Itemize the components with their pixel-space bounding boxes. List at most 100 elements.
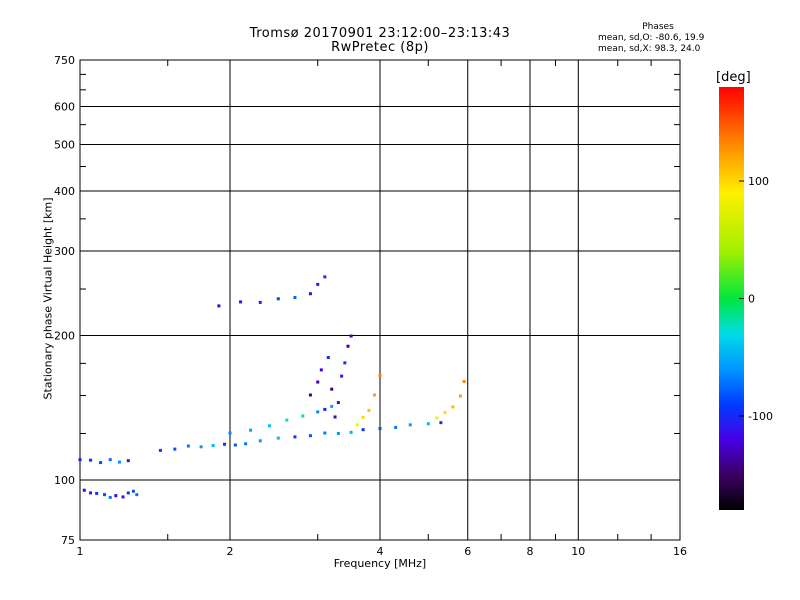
data-point xyxy=(435,416,439,420)
data-point xyxy=(346,344,350,348)
x-axis-label: Frequency [MHz] xyxy=(333,557,427,570)
data-point xyxy=(316,410,320,414)
data-point xyxy=(267,424,271,428)
y-tick-label: 400 xyxy=(54,185,75,198)
data-point xyxy=(239,300,243,304)
phase-stats: Phases mean, sd,O: -80.6, 19.9 mean, sd,… xyxy=(598,22,718,55)
data-point xyxy=(285,418,289,422)
data-point xyxy=(355,423,359,427)
data-point xyxy=(336,432,340,436)
data-point xyxy=(131,489,135,493)
colorbar-tick-label: 100 xyxy=(748,175,769,188)
data-point xyxy=(308,393,312,397)
y-tick-label: 200 xyxy=(54,330,75,343)
chart-title: Tromsø 20170901 23:12:00–23:13:43 xyxy=(249,26,511,41)
data-point xyxy=(258,439,262,443)
data-point xyxy=(333,415,337,419)
data-point xyxy=(323,407,327,411)
data-point xyxy=(114,494,118,498)
data-point xyxy=(323,275,327,279)
data-point xyxy=(340,374,344,378)
data-point xyxy=(308,292,312,296)
data-point xyxy=(103,493,107,497)
x-tick-label: 6 xyxy=(464,545,471,558)
data-point xyxy=(378,427,382,431)
data-point xyxy=(135,493,139,497)
data-point xyxy=(89,458,93,462)
data-point xyxy=(293,435,297,439)
phase-stats-x: mean, sd,X: 98.3, 24.0 xyxy=(598,44,701,54)
y-tick-label: 750 xyxy=(54,54,75,67)
data-point xyxy=(233,443,237,447)
phase-stats-o: mean, sd,O: -80.6, 19.9 xyxy=(598,33,705,43)
data-point xyxy=(326,355,330,359)
data-point xyxy=(117,460,121,464)
data-point xyxy=(373,393,377,397)
data-point xyxy=(199,445,203,449)
y-tick-label: 100 xyxy=(54,474,75,487)
data-point xyxy=(349,334,353,338)
data-point xyxy=(228,431,232,435)
data-point xyxy=(451,405,455,409)
data-point xyxy=(108,495,112,499)
data-point xyxy=(186,444,190,448)
data-point xyxy=(82,488,86,492)
data-point xyxy=(158,448,162,452)
data-point xyxy=(99,461,103,465)
data-point xyxy=(258,300,262,304)
data-point xyxy=(78,458,82,462)
data-point xyxy=(249,428,253,432)
data-point xyxy=(316,282,320,286)
data-point xyxy=(108,458,112,462)
phase-stats-heading: Phases xyxy=(642,22,674,32)
data-point xyxy=(211,444,215,448)
data-point xyxy=(217,304,221,308)
data-point xyxy=(301,414,305,418)
y-tick-label: 600 xyxy=(54,101,75,114)
data-point xyxy=(343,361,347,365)
x-tick-label: 4 xyxy=(377,545,384,558)
chart-subtitle: RwPretec (8p) xyxy=(331,40,429,55)
data-point xyxy=(361,415,365,419)
data-point xyxy=(319,368,323,372)
data-point xyxy=(408,423,412,427)
y-tick-label: 300 xyxy=(54,245,75,258)
x-tick-label: 10 xyxy=(571,545,585,558)
data-point xyxy=(126,491,130,495)
x-tick-label: 2 xyxy=(227,545,234,558)
data-point xyxy=(95,491,99,495)
data-point xyxy=(121,495,125,499)
data-point xyxy=(367,408,371,412)
data-point xyxy=(89,491,93,495)
data-point xyxy=(330,387,334,391)
data-point xyxy=(330,404,334,408)
data-point xyxy=(126,459,130,463)
data-point xyxy=(361,428,365,432)
data-point xyxy=(308,434,312,438)
data-point xyxy=(223,442,227,446)
data-point xyxy=(439,421,443,425)
data-point xyxy=(458,394,462,398)
data-point xyxy=(336,401,340,405)
data-point xyxy=(323,431,327,435)
x-tick-label: 1 xyxy=(77,545,84,558)
data-point xyxy=(293,296,297,300)
data-point xyxy=(394,425,398,429)
data-point xyxy=(244,442,248,446)
data-point xyxy=(378,374,382,378)
data-point xyxy=(316,380,320,384)
x-tick-label: 16 xyxy=(673,545,687,558)
x-tick-label: 8 xyxy=(527,545,534,558)
data-point xyxy=(443,410,447,414)
data-point xyxy=(426,422,430,426)
colorbar-unit: [deg] xyxy=(716,70,751,85)
y-tick-label: 75 xyxy=(61,534,75,547)
data-point xyxy=(349,430,353,434)
colorbar-tick-label: -100 xyxy=(748,410,773,423)
y-tick-label: 500 xyxy=(54,139,75,152)
data-point xyxy=(276,436,280,440)
colorbar-tick-label: 0 xyxy=(748,293,755,306)
data-point xyxy=(462,380,466,384)
data-point xyxy=(276,297,280,301)
